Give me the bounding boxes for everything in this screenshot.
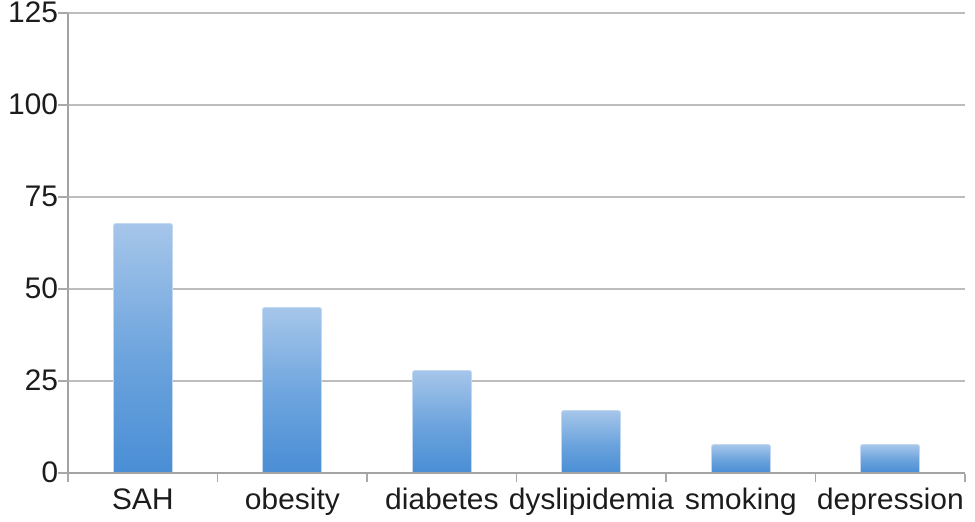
bar-SAH (112, 222, 173, 473)
x-tick-1 (216, 474, 219, 482)
y-tick-label-25: 25 (24, 364, 58, 397)
bar-depression (860, 443, 921, 473)
x-tick-6 (964, 474, 966, 482)
x-axis-line (58, 472, 965, 474)
x-tick-4 (665, 474, 667, 482)
x-category-label-smoking: smoking (684, 483, 797, 516)
y-axis-line (67, 13, 69, 473)
x-tick-5 (814, 474, 817, 482)
x-tick-3 (515, 474, 518, 482)
gridline-125 (68, 12, 965, 14)
gridline-25 (68, 380, 965, 382)
y-tick-100 (58, 104, 68, 106)
bar-dyslipidemia (561, 410, 622, 473)
x-tick-2 (366, 474, 368, 482)
bar-diabetes (411, 369, 472, 473)
gridline-75 (68, 196, 965, 198)
y-tick-label-125: 125 (7, 0, 58, 29)
x-category-label-depression: depression (816, 483, 964, 516)
x-tick-0 (67, 474, 69, 482)
gridline-100 (68, 104, 965, 106)
bar-obesity (262, 307, 323, 473)
y-tick-label-75: 75 (24, 180, 58, 213)
y-tick-0 (58, 472, 68, 474)
x-category-label-dyslipidemia: dyslipidemia (508, 483, 674, 516)
y-tick-75 (58, 196, 68, 198)
y-tick-label-100: 100 (7, 88, 58, 121)
plot-area (58, 12, 966, 482)
y-tick-label-0: 0 (41, 456, 58, 489)
y-tick-125 (58, 12, 68, 14)
gridline-50 (68, 288, 965, 290)
x-category-label-diabetes: diabetes (385, 483, 499, 516)
x-category-label-obesity: obesity (244, 483, 340, 516)
x-category-label-SAH: SAH (111, 483, 174, 516)
y-tick-label-50: 50 (24, 272, 58, 305)
y-tick-25 (58, 380, 68, 382)
bar-smoking (710, 443, 771, 473)
y-tick-50 (58, 288, 68, 290)
